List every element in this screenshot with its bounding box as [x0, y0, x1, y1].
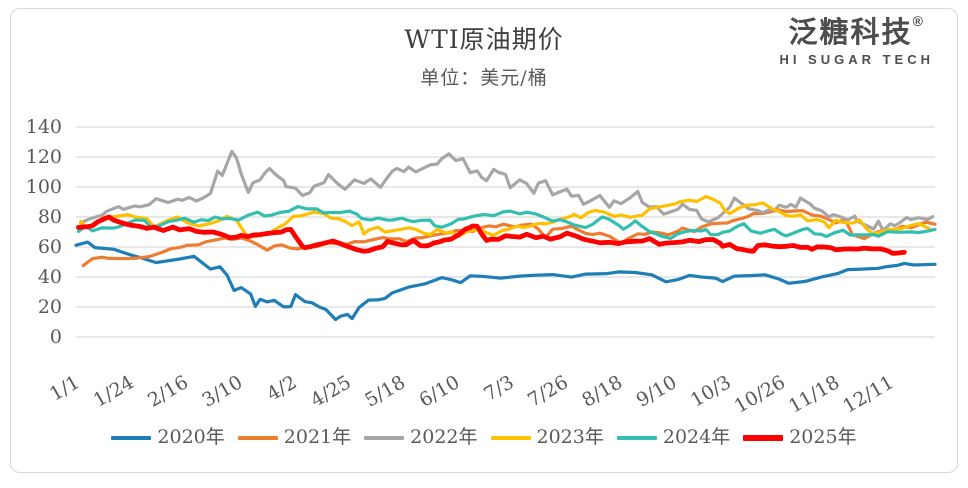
series-line-1 [81, 208, 937, 268]
y-tick-label: 0 [50, 326, 62, 348]
x-tick-label: 2/16 [144, 371, 192, 411]
legend-label: 2020年 [157, 426, 225, 448]
x-tick-label: 3/10 [198, 371, 246, 411]
legend-item-3: 2023年 [490, 426, 604, 448]
brand-name: 泛糖科技® [788, 13, 925, 49]
legend-label: 2023年 [536, 426, 604, 448]
brand-tagline: HI SUGAR TECH [779, 51, 934, 67]
chart-legend: 2020年 2021年 2022年 2023年 2024年 2025年 [0, 428, 968, 447]
x-tick-label: 1/24 [90, 371, 138, 411]
y-tick-label: 60 [38, 236, 62, 258]
x-tick-label: 4/2 [263, 371, 300, 405]
legend-label: 2022年 [410, 426, 478, 448]
y-tick-label: 100 [26, 176, 62, 198]
legend-item-2: 2022年 [364, 426, 478, 448]
legend-label: 2025年 [789, 426, 857, 448]
x-tick-label: 12/11 [839, 371, 897, 417]
x-tick-label: 10/26 [731, 371, 789, 417]
legend-item-5: 2025年 [743, 426, 857, 448]
x-tick-label: 7/3 [480, 371, 517, 405]
legend-swatch-icon [743, 434, 784, 441]
legend-label: 2024年 [662, 426, 731, 448]
registered-trademark-icon: ® [912, 13, 925, 29]
x-tick-label: 7/26 [524, 371, 572, 411]
x-tick-label: 9/10 [633, 371, 681, 411]
legend-item-0: 2020年 [111, 426, 225, 448]
brand-logo: 泛糖科技® HI SUGAR TECH [779, 13, 934, 67]
legend-swatch-icon [490, 435, 531, 440]
series-line-5 [76, 214, 907, 256]
series-line-0 [74, 240, 937, 322]
legend-swatch-icon [616, 435, 657, 440]
x-tick-label: 11/18 [785, 371, 843, 417]
y-tick-label: 40 [38, 266, 62, 288]
y-tick-label: 20 [38, 296, 62, 318]
legend-swatch-icon [111, 435, 152, 440]
legend-item-1: 2021年 [237, 426, 352, 448]
y-tick-label: 140 [26, 116, 62, 138]
series-line-2 [79, 149, 935, 233]
y-tick-label: 120 [26, 146, 62, 168]
x-tick-label: 1/1 [46, 371, 83, 405]
x-tick-label: 5/18 [361, 371, 409, 411]
legend-swatch-icon [364, 435, 405, 440]
legend-label: 2021年 [283, 426, 352, 448]
x-tick-label: 4/25 [307, 371, 355, 411]
legend-item-4: 2024年 [616, 426, 731, 448]
x-tick-label: 10/3 [687, 371, 735, 411]
x-tick-label: 8/18 [578, 371, 626, 411]
legend-swatch-icon [237, 435, 278, 440]
y-tick-label: 80 [38, 206, 62, 228]
series-line-4 [76, 205, 937, 240]
x-tick-label: 6/10 [415, 371, 463, 411]
